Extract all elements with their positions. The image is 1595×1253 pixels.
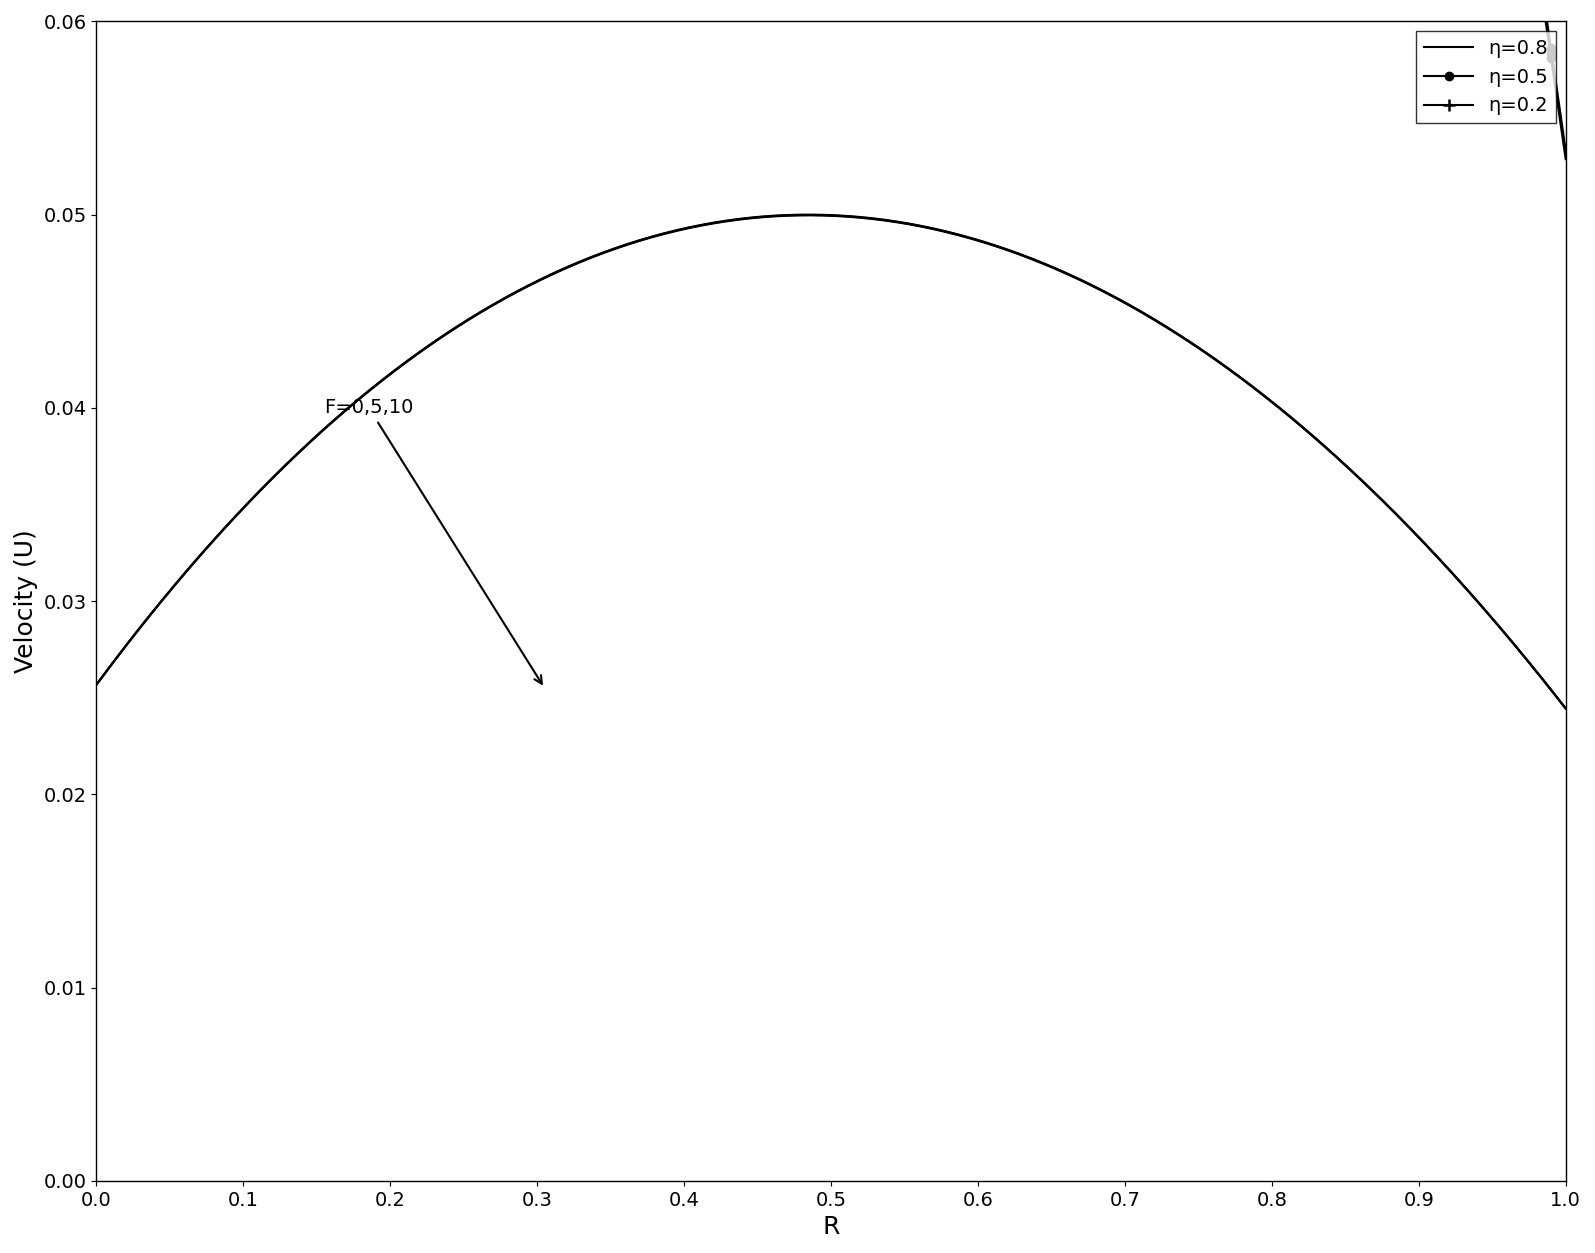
- Y-axis label: Velocity (U): Velocity (U): [14, 529, 38, 673]
- X-axis label: R: R: [823, 1215, 839, 1239]
- Legend: η=0.8, η=0.5, η=0.2: η=0.8, η=0.5, η=0.2: [1416, 31, 1557, 123]
- Text: F=0,5,10: F=0,5,10: [324, 398, 542, 684]
